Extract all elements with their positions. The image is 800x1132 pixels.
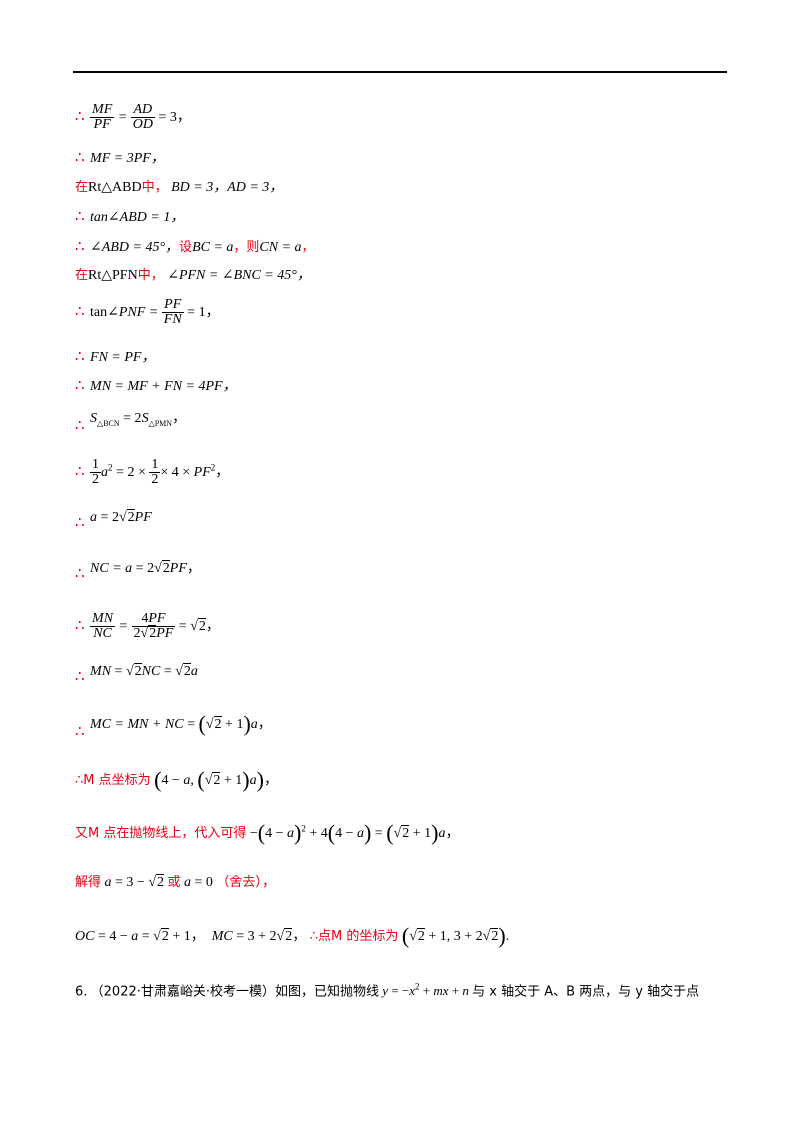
problem-6-line: 6. （2022·甘肃嘉峪关·校考一模）如图，已知抛物线 y = −x2 + m… (75, 982, 700, 1000)
header-rule (73, 71, 727, 73)
step-line-12: ∴ a = 2√2PF (75, 509, 152, 531)
step-line-9: ∴ MN = MF + FN = 4PF， (75, 378, 237, 394)
step-line-16: ∴ MC = MN + NC = (√2 + 1)a， (75, 711, 272, 740)
step-line-6: 在Rt△PFN中， ∠PFN = ∠BNC = 45°， (75, 268, 311, 283)
therefore-symbol: ∴ (75, 108, 85, 125)
step-line-2: ∴ MF = 3PF， (75, 151, 165, 166)
equation: MF = 3PF， (90, 151, 165, 166)
step-line-17: ∴M 点坐标为 (4 − a, (√2 + 1)a)， (75, 767, 278, 792)
equation: MF PF = AD OD = 3， (90, 102, 191, 132)
step-line-15: ∴ MN = √2NC = √2a (75, 663, 198, 685)
step-line-7: ∴ tan∠PNF = PF FN = 1， (75, 297, 220, 327)
step-line-20: OC = 4 − a = √2 + 1， MC = 3 + 2√2， ∴点M 的… (75, 923, 510, 948)
step-line-14: ∴ MN NC = 4PF 2√2PF = √2， (75, 611, 220, 641)
step-line-3: 在Rt△ABD中， BD = 3，AD = 3， (75, 180, 284, 195)
step-line-5: ∴ ∠ABD = 45°，设BC = a，则CN = a， (75, 239, 315, 255)
step-line-11: ∴ 1 2 a2 = 2 × 1 2 × 4 × PF2， (75, 457, 230, 487)
step-line-19: 解得 a = 3 − √2 或 a = 0 （舍去）， (75, 874, 276, 890)
step-line-8: ∴ FN = PF， (75, 349, 156, 365)
step-line-4: ∴ tan∠ABD = 1， (75, 209, 185, 225)
therefore-symbol: ∴ (75, 150, 85, 166)
step-line-18: 又M 点在抛物线上，代入可得 −(4 − a)2 + 4(4 − a) = (√… (75, 820, 460, 845)
step-line-13: ∴ NC = a = 2√2PF， (75, 560, 201, 582)
step-line-10: ∴ S△BCN = 2S△PMN， (75, 411, 187, 434)
step-line-1: ∴ MF PF = AD OD = 3， (75, 103, 191, 132)
